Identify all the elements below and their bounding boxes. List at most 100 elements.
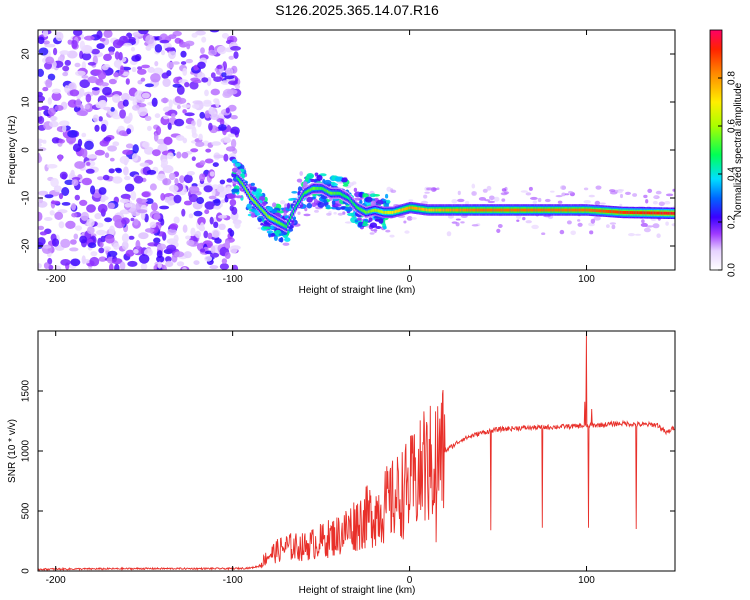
noise-blob: [89, 256, 100, 267]
noise-blob: [119, 155, 130, 165]
noise-blob: [167, 228, 177, 236]
signal-blob: [340, 206, 346, 210]
faint-blob: [625, 191, 631, 195]
noise-blob: [209, 216, 214, 225]
noise-blob: [62, 71, 69, 77]
noise-blob: [132, 153, 139, 162]
noise-blob: [144, 228, 155, 233]
noise-blob: [227, 104, 237, 112]
noise-blob: [221, 72, 227, 78]
noise-blob: [153, 81, 159, 86]
noise-blob: [38, 237, 46, 246]
trace-cell: [250, 196, 252, 200]
trace-cell: [311, 187, 313, 191]
signal-blob: [271, 209, 278, 213]
noise-blob: [203, 230, 209, 239]
trace-cell: [626, 211, 629, 214]
noise-blob: [228, 80, 238, 86]
noise-blob: [85, 93, 92, 103]
y-tick-label: -10: [21, 190, 32, 205]
signal-blob: [257, 217, 262, 223]
noise-blob: [75, 98, 82, 108]
noise-blob: [226, 178, 233, 183]
trace-cell: [643, 211, 646, 215]
noise-blob: [193, 260, 200, 265]
signal-blob: [383, 225, 387, 230]
faint-blob: [564, 193, 570, 196]
faint-blob: [671, 223, 675, 227]
trace-cell: [323, 188, 326, 192]
noise-blob: [58, 139, 65, 144]
x-tick-label: -200: [46, 575, 66, 586]
trace-cell: [604, 209, 606, 213]
noise-blob: [90, 251, 98, 257]
signal-blob: [231, 159, 238, 164]
signal-blob: [288, 228, 294, 232]
noise-blob: [212, 230, 220, 238]
noise-blob: [96, 43, 105, 50]
trace-cell: [541, 208, 544, 212]
noise-blob: [185, 58, 193, 64]
y-tick-label: 0: [21, 568, 32, 574]
noise-blob: [45, 56, 55, 65]
trace-cell: [239, 179, 241, 183]
trace-cell: [587, 208, 589, 212]
noise-blob: [62, 65, 70, 72]
noise-blob: [121, 92, 130, 102]
noise-blob: [160, 193, 166, 201]
trace-cell: [530, 208, 533, 212]
faint-blob: [577, 222, 583, 227]
noise-blob: [112, 39, 123, 49]
noise-blob: [38, 190, 49, 196]
noise-blob: [157, 143, 168, 153]
y-tick-label: 500: [21, 502, 32, 519]
trace-cell: [380, 210, 383, 214]
trace-cell: [369, 209, 371, 213]
noise-blob: [160, 218, 165, 226]
noise-blob: [161, 72, 169, 79]
noise-blob: [48, 264, 54, 270]
trace-cell: [427, 208, 429, 212]
noise-blob: [173, 194, 182, 204]
faint-blob: [501, 198, 506, 202]
noise-blob: [224, 75, 235, 80]
signal-blob: [340, 177, 348, 183]
noise-blob: [229, 199, 237, 206]
trace-cell: [536, 208, 538, 212]
faint-blob: [665, 221, 669, 226]
noise-blob: [153, 213, 161, 220]
noise-blob: [141, 191, 151, 198]
noise-blob: [100, 197, 106, 203]
noise-blob: [159, 205, 170, 210]
faint-blob: [337, 212, 344, 216]
noise-blob: [53, 47, 58, 56]
trace-cell: [356, 206, 358, 210]
trace-cell: [382, 210, 384, 214]
signal-blob: [314, 172, 319, 177]
faint-blob: [568, 190, 574, 194]
trace-cell: [602, 209, 605, 213]
trace-cell: [611, 210, 613, 214]
signal-blob: [369, 222, 378, 228]
trace-cell: [275, 220, 278, 223]
noise-blob: [201, 77, 209, 83]
noise-blob: [104, 152, 110, 158]
noise-blob: [79, 40, 85, 51]
trace-cell: [396, 209, 398, 213]
trace-cell: [481, 208, 483, 212]
faint-blob: [390, 189, 397, 193]
signal-blob: [316, 174, 323, 181]
noise-blob: [113, 72, 120, 78]
faint-blob: [645, 199, 649, 204]
noise-blob: [204, 209, 210, 215]
signal-blob: [266, 230, 274, 234]
trace-cell: [508, 208, 510, 212]
trace-cell: [376, 209, 378, 212]
noise-blob: [216, 185, 225, 193]
noise-blob: [38, 115, 45, 125]
noise-blob: [186, 43, 191, 50]
trace-cell: [386, 211, 388, 214]
